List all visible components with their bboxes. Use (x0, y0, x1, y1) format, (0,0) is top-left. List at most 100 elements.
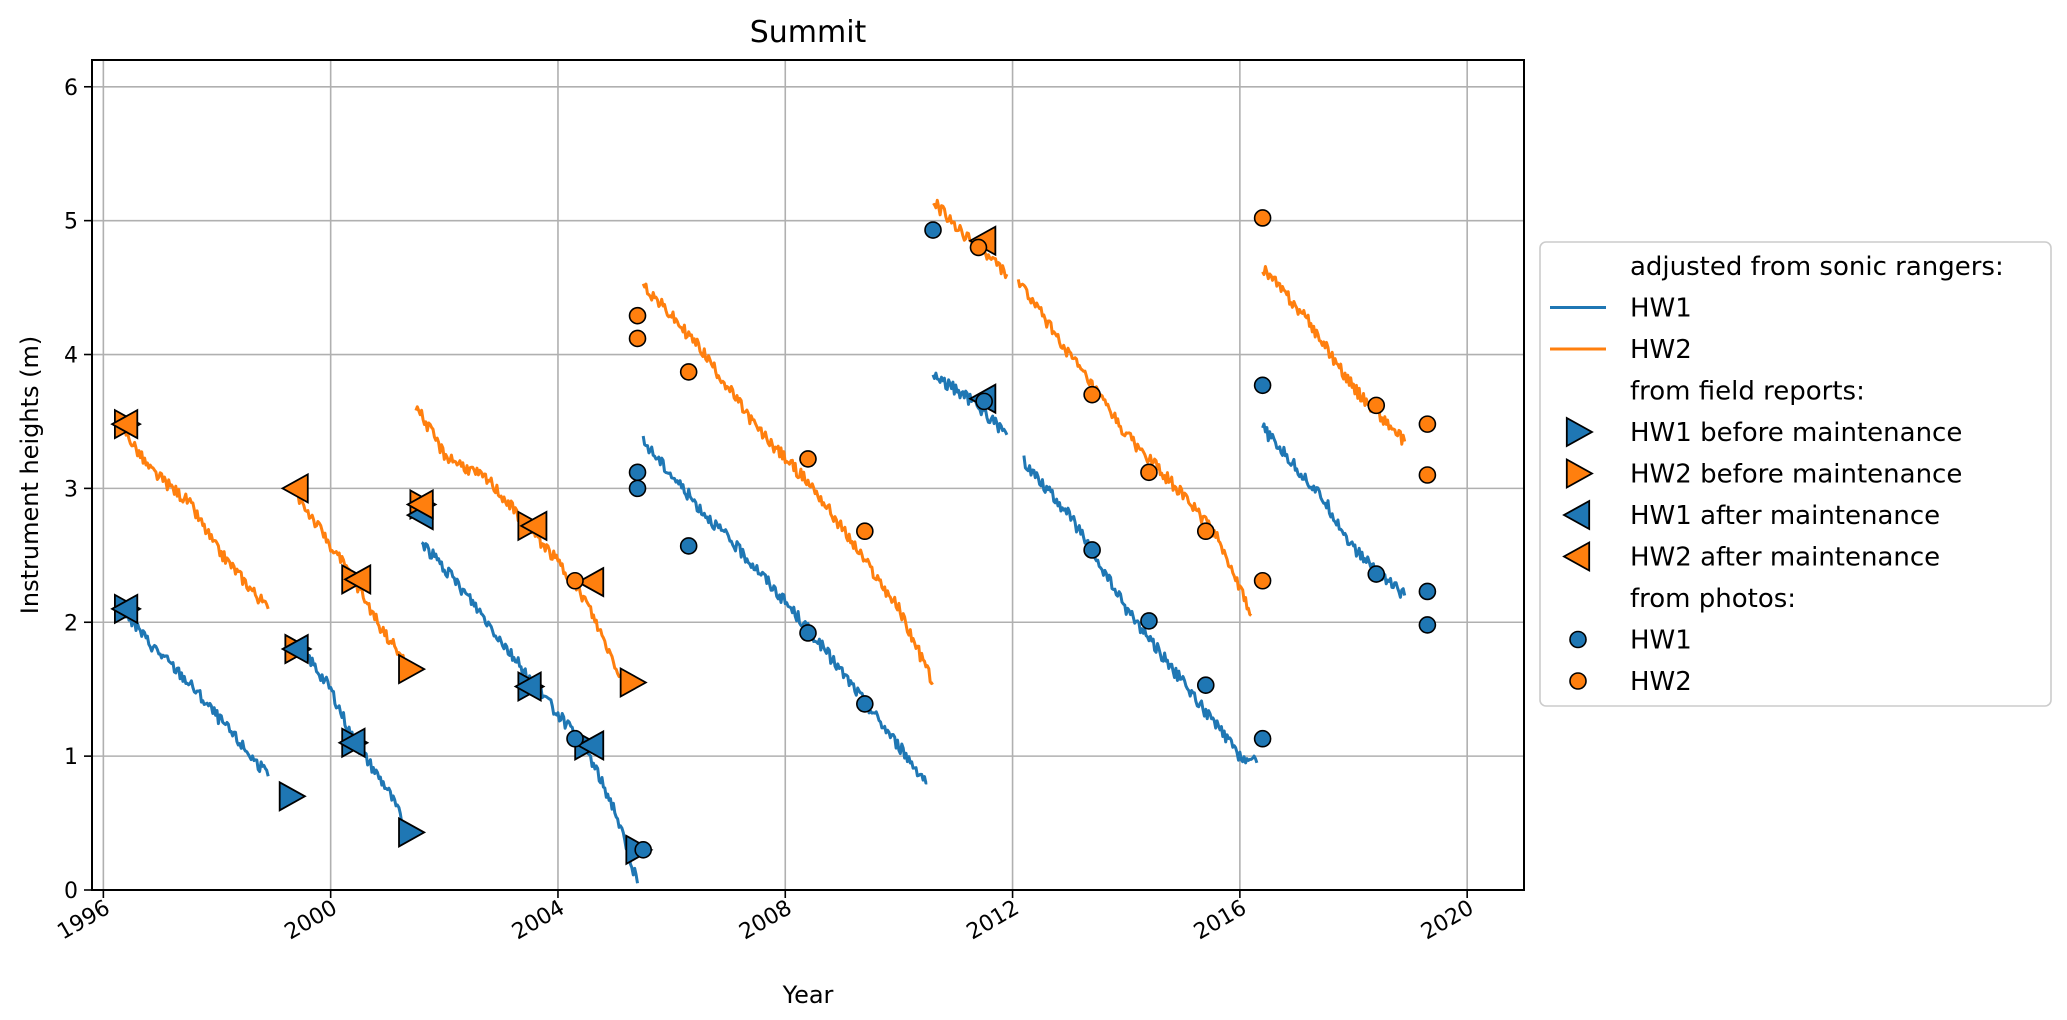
y-tick-label: 6 (64, 76, 78, 101)
photo-point (1418, 616, 1437, 634)
field-report-point (278, 780, 307, 812)
photo-point (969, 238, 988, 257)
photo-point (1196, 676, 1215, 694)
photo-point (1253, 209, 1272, 227)
photo-point (1140, 612, 1158, 630)
photo-point (679, 537, 698, 555)
photo-point (1253, 376, 1272, 395)
photo-point (1083, 541, 1101, 559)
photo-point (634, 841, 653, 859)
x-tick-label: 1996 (53, 896, 114, 946)
series-line-hw2 (641, 282, 934, 685)
y-tick-label: 0 (64, 879, 78, 904)
series-line-hw1 (119, 603, 270, 777)
photo-point (924, 221, 942, 239)
plot-frame (91, 59, 1525, 891)
field-report-point (405, 488, 434, 520)
photo-point (1253, 571, 1272, 590)
legend-label: HW1 (1630, 294, 1692, 324)
field-report-point (337, 727, 366, 759)
series-line-hw2 (1261, 265, 1407, 446)
photo-point (1140, 463, 1158, 482)
plot-grid (92, 60, 1524, 891)
field-report-point (576, 729, 605, 761)
series-line-hw1 (641, 435, 928, 785)
field-report-point (576, 566, 605, 598)
x-axis-label: Year (782, 981, 834, 1009)
photo-point (566, 571, 584, 590)
legend-label: from photos: (1630, 584, 1796, 614)
photo-point (856, 522, 874, 541)
field-report-point (398, 653, 427, 685)
legend-label: HW1 (1630, 626, 1692, 656)
field-report-point (110, 593, 139, 625)
legend-label: adjusted from sonic rangers: (1630, 252, 2004, 282)
legend-label: HW2 after maintenance (1630, 543, 1940, 573)
y-tick-label: 4 (64, 344, 78, 369)
legend-label: from field reports: (1630, 377, 1865, 407)
field-report-point (343, 563, 372, 595)
photo-point (1418, 582, 1437, 601)
legend-label: HW2 (1630, 335, 1692, 365)
photo-point (1196, 522, 1215, 541)
x-tick-label: 2008 (735, 896, 796, 946)
photo-point (1367, 565, 1386, 583)
photo-point (679, 363, 698, 381)
series-line-hw1 (420, 541, 639, 884)
legend-triangle-swatch (1565, 457, 1594, 490)
plot-markers (110, 209, 1437, 866)
x-tick-label: 2016 (1190, 896, 1251, 946)
chart-title: Summit (750, 15, 867, 50)
x-axis: 1996 2000 2004 2008 2012 2016 2020 (53, 890, 1478, 945)
photo-point (799, 450, 817, 468)
legend-label: HW1 after maintenance (1630, 501, 1940, 531)
field-report-point (280, 633, 309, 665)
y-tick-label: 3 (64, 477, 78, 502)
y-tick-label: 1 (64, 745, 78, 770)
field-report-point (110, 408, 139, 440)
photo-point (1418, 415, 1437, 433)
field-report-point (619, 666, 648, 699)
y-tick-label: 2 (64, 611, 78, 636)
field-report-point (519, 510, 548, 542)
x-tick-label: 2020 (1417, 896, 1478, 946)
plot-series (118, 198, 1407, 884)
photo-point (1083, 385, 1101, 404)
series-line-hw2 (1016, 279, 1253, 617)
field-report-point (398, 816, 427, 848)
legend-triangle-swatch (1562, 499, 1591, 531)
legend-triangle-swatch (1565, 416, 1594, 448)
series-line-hw1 (1022, 455, 1259, 765)
photo-point (628, 329, 647, 348)
series-line-hw2 (118, 420, 270, 610)
photo-point (566, 729, 584, 748)
legend-triangle-swatch (1562, 540, 1591, 573)
field-report-point (280, 472, 309, 504)
y-axis-label: Instrument heights (m) (16, 336, 44, 614)
x-tick-label: 2004 (508, 896, 569, 946)
photo-point (856, 695, 874, 713)
field-report-point (513, 670, 542, 703)
series-line-hw2 (414, 405, 622, 678)
legend-label: HW2 (1630, 667, 1692, 697)
legend-label: HW1 before maintenance (1630, 418, 1962, 448)
photo-point (799, 624, 817, 642)
photo-point (628, 463, 647, 482)
photo-point (975, 392, 993, 411)
photo-point (1253, 729, 1272, 748)
legend-circle-swatch (1569, 630, 1587, 649)
photo-point (1418, 466, 1437, 484)
legend-label: HW2 before maintenance (1630, 460, 1962, 490)
photo-point (628, 479, 647, 498)
y-tick-label: 5 (64, 210, 78, 235)
legend: adjusted from sonic rangers: HW1 HW2 from f… (1539, 241, 2052, 707)
series-line-hw1 (931, 371, 1009, 436)
legend-circle-swatch (1569, 672, 1587, 690)
photo-point (1367, 396, 1386, 415)
legend-box (1539, 241, 2052, 707)
x-tick-label: 2012 (963, 896, 1024, 946)
photo-point (628, 306, 647, 325)
y-axis: 0 1 2 3 4 5 6 (64, 76, 92, 904)
x-tick-label: 2000 (281, 896, 342, 946)
